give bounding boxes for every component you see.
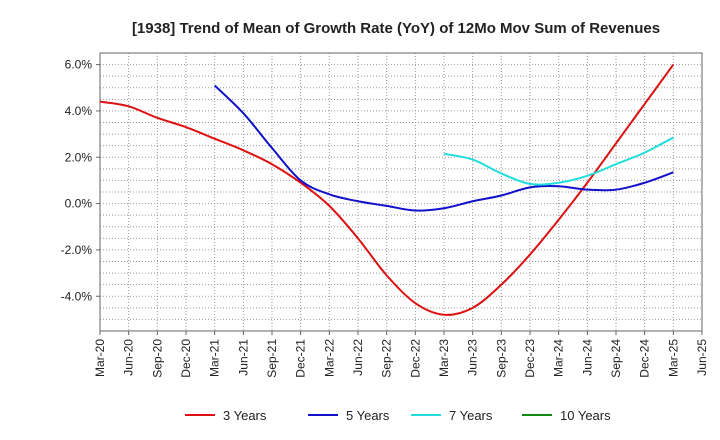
- y-tick-label: 2.0%: [65, 150, 93, 164]
- x-tick-label: Dec-21: [294, 339, 308, 378]
- x-tick-label: Dec-20: [179, 339, 193, 378]
- x-tick-label: Sep-24: [609, 339, 623, 378]
- x-tick-label: Jun-22: [351, 339, 365, 376]
- x-tick-label: Jun-25: [695, 339, 709, 376]
- series-line-3-years: [99, 63, 675, 316]
- x-tick-label: Dec-22: [408, 339, 422, 378]
- x-tick-label: Mar-20: [93, 339, 107, 377]
- x-tick-label: Sep-23: [494, 339, 508, 378]
- x-tick-label: Jun-24: [580, 339, 594, 376]
- y-tick-label: -2.0%: [61, 243, 93, 257]
- x-tick-label: Jun-20: [122, 339, 136, 376]
- legend-label-10-years: 10 Years: [560, 408, 611, 423]
- y-tick-label: 4.0%: [65, 104, 93, 118]
- y-tick-label: 6.0%: [65, 58, 93, 72]
- series-line-5-years: [213, 84, 674, 212]
- y-tick-label: 0.0%: [65, 197, 93, 211]
- chart-title: [1938] Trend of Mean of Growth Rate (YoY…: [132, 20, 660, 37]
- x-tick-label: Mar-24: [552, 339, 566, 377]
- x-tick-label: Mar-25: [666, 339, 680, 377]
- x-tick-label: Sep-22: [380, 339, 394, 378]
- legend-label-7-years: 7 Years: [449, 408, 493, 423]
- x-tick-label: Dec-23: [523, 339, 537, 378]
- x-tick-label: Mar-21: [208, 339, 222, 377]
- y-axis: -4.0% -2.0% 0.0% 2.0% 4.0% 6.0%: [61, 58, 100, 303]
- x-tick-label: Jun-23: [466, 339, 480, 376]
- series-lines: [99, 63, 675, 316]
- x-tick-label: Mar-23: [437, 339, 451, 377]
- gridlines: [99, 52, 703, 332]
- legend-label-5-years: 5 Years: [346, 408, 390, 423]
- x-tick-label: Sep-20: [150, 339, 164, 378]
- y-tick-label: -4.0%: [61, 289, 93, 303]
- plot-area: [99, 52, 703, 332]
- series-line-7-years: [443, 136, 674, 186]
- x-axis: Mar-20 Jun-20 Sep-20 Dec-20 Mar-21 Jun-21 Sep-…: [93, 331, 709, 378]
- legend-label-3-years: 3 Years: [223, 408, 267, 423]
- legend: 3 Years 5 Years 7 Years 10 Years: [185, 408, 611, 423]
- x-tick-label: Mar-22: [322, 339, 336, 377]
- x-tick-label: Jun-21: [236, 339, 250, 376]
- x-tick-label: Sep-21: [265, 339, 279, 378]
- x-tick-label: Dec-24: [638, 339, 652, 378]
